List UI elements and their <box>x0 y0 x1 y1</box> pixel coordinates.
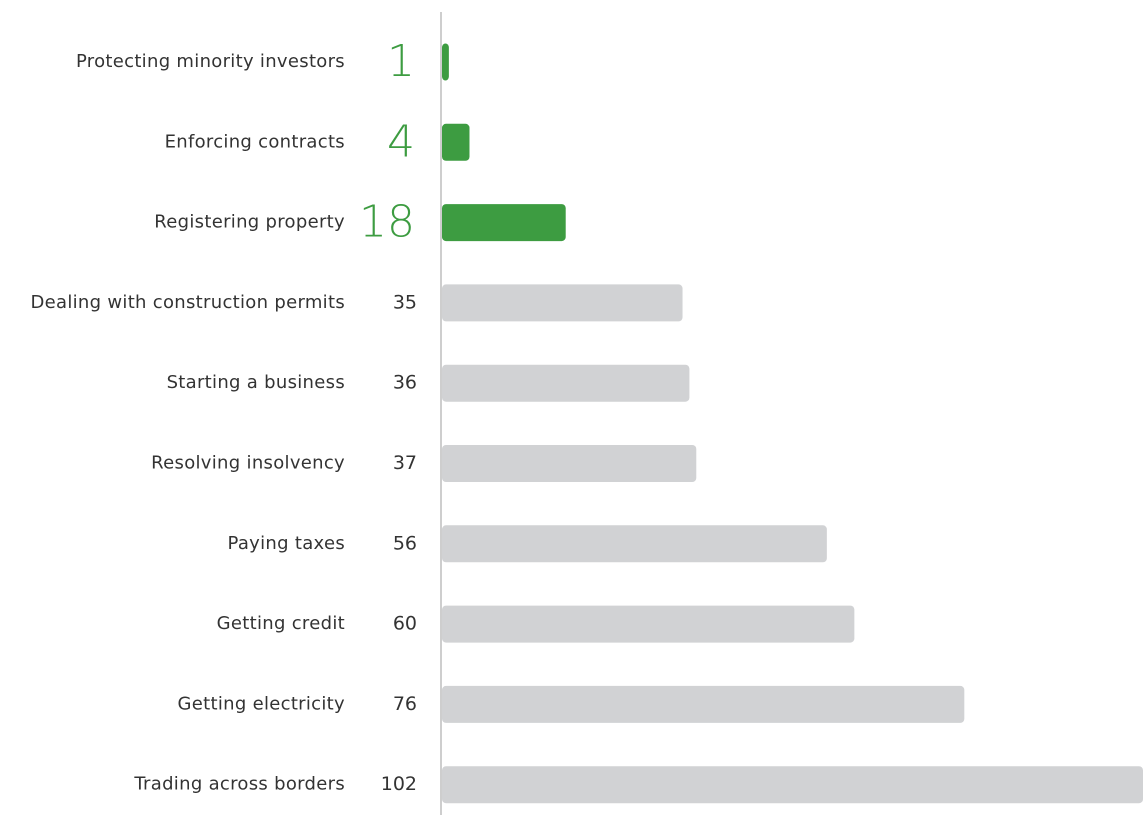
bar <box>442 364 690 402</box>
category-label: Protecting minority investors <box>76 51 345 72</box>
value-label: 35 <box>393 291 417 313</box>
bar <box>442 204 566 242</box>
category-label: Trading across borders <box>133 774 345 795</box>
value-label: 36 <box>393 372 417 394</box>
bar <box>442 284 683 322</box>
category-label: Registering property <box>154 212 345 233</box>
category-label: Enforcing contracts <box>165 131 345 152</box>
value-label: 1 <box>387 36 415 87</box>
value-label: 4 <box>387 116 415 167</box>
bar <box>442 445 697 482</box>
value-label: 18 <box>359 197 415 248</box>
value-label: 76 <box>393 693 417 715</box>
bar <box>442 43 449 81</box>
bar <box>442 685 965 723</box>
category-label: Getting credit <box>217 613 345 634</box>
bar <box>442 525 827 563</box>
value-label: 102 <box>381 773 417 795</box>
bar <box>442 123 470 161</box>
category-label: Resolving insolvency <box>151 453 345 474</box>
category-label: Starting a business <box>167 372 345 393</box>
value-label: 56 <box>393 532 417 554</box>
value-label: 37 <box>393 452 417 474</box>
category-label: Getting electricity <box>177 693 345 714</box>
category-label: Paying taxes <box>227 533 345 554</box>
bar <box>442 766 1143 804</box>
value-label: 60 <box>393 613 417 635</box>
category-label: Dealing with construction permits <box>30 292 345 313</box>
bar <box>442 605 855 643</box>
